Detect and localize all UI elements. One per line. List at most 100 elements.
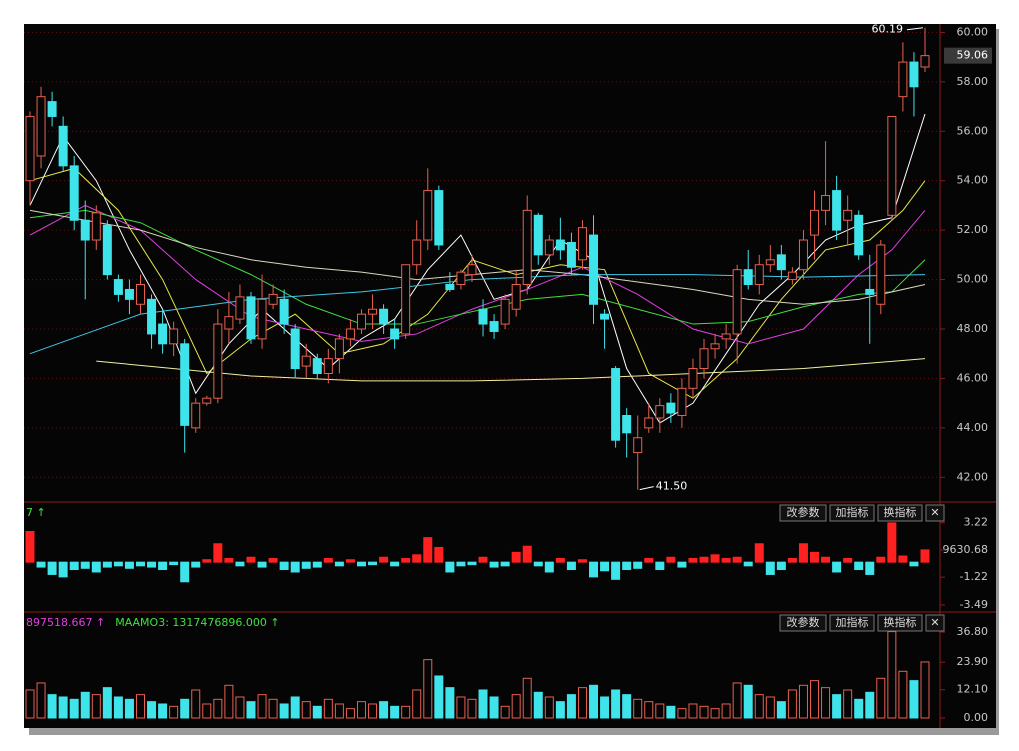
volume-bar	[345, 708, 355, 719]
indicator-button[interactable]	[779, 614, 827, 632]
indicator-button[interactable]	[925, 504, 945, 522]
volume-bar	[246, 701, 256, 719]
candle-body	[390, 328, 400, 340]
indicator-button-label[interactable]: 改参数	[787, 615, 820, 629]
indicator-bar	[113, 561, 123, 567]
indicator-button-label[interactable]: ✕	[930, 506, 939, 519]
volume-bar	[401, 705, 411, 719]
volume-bar	[688, 703, 698, 719]
indicator-button-label[interactable]: 换指标	[884, 505, 917, 519]
candle-body	[710, 343, 720, 350]
indicator-button[interactable]	[779, 504, 827, 522]
indicator-bar	[323, 557, 333, 563]
indicator-button-label[interactable]: 换指标	[884, 615, 917, 629]
volume-bar	[555, 701, 565, 719]
candle-body	[832, 190, 842, 231]
volume-bar	[699, 705, 709, 719]
indicator-button[interactable]	[877, 614, 923, 632]
indicator-bar	[710, 554, 720, 563]
indicator-button[interactable]	[829, 614, 875, 632]
indicator-bar	[533, 561, 543, 567]
indicator-button-label[interactable]: 改参数	[787, 505, 820, 519]
indicator-button-label[interactable]: 加指标	[836, 615, 869, 629]
candle-body	[279, 298, 289, 325]
volume-bar	[577, 687, 587, 719]
indicator-bar	[633, 561, 643, 569]
y-tick-label: 50.00	[957, 273, 989, 286]
indicator-bar	[810, 551, 820, 563]
volume-bar	[58, 696, 68, 719]
volume-bar	[666, 705, 676, 719]
candle-body	[798, 239, 808, 271]
indicator-button[interactable]	[925, 614, 945, 632]
indicator-bar	[522, 545, 532, 563]
candle-body	[169, 328, 179, 345]
indicator-bar	[356, 561, 366, 567]
indicator-bar	[390, 561, 400, 567]
volume-bar	[600, 696, 610, 719]
volume-bar	[721, 703, 731, 719]
y-tick-label: 46.00	[957, 371, 989, 384]
indicator-bar	[290, 561, 300, 573]
candle-body	[511, 284, 521, 310]
volume-bar	[743, 684, 753, 719]
indicator-bar	[765, 561, 775, 575]
candle-body	[401, 264, 411, 335]
candle-body	[533, 214, 543, 256]
volume-bar	[854, 698, 864, 719]
indicator-bar	[25, 530, 35, 563]
indicator-button[interactable]	[877, 504, 923, 522]
y-tick-label: 36.80	[957, 625, 989, 638]
volume-bar	[500, 705, 510, 719]
indicator-bar	[158, 561, 168, 571]
candle-body	[611, 368, 621, 441]
volume-bar	[290, 696, 300, 719]
indicator-button-label[interactable]: 加指标	[836, 505, 869, 519]
candle-body	[423, 190, 433, 241]
candle-body	[36, 96, 46, 157]
indicator-bar	[91, 561, 101, 573]
indicator-bar	[500, 561, 510, 567]
indicator-bar	[135, 561, 145, 567]
indicator-header: MAAMO3: 1317476896.000 ↑	[115, 616, 279, 629]
volume-bar	[180, 698, 190, 719]
candle-body	[843, 209, 853, 221]
indicator-bar	[36, 561, 46, 568]
indicator-bar	[743, 561, 753, 567]
volume-bar	[765, 696, 775, 719]
indicator-bar	[865, 561, 875, 575]
indicator-bar	[898, 555, 908, 563]
indicator-bar	[798, 543, 808, 563]
volume-bar	[456, 696, 466, 719]
indicator-bar	[600, 561, 610, 572]
volume-bar	[898, 670, 908, 719]
candle-body	[500, 298, 510, 325]
candle-body	[158, 323, 168, 345]
volume-bar	[710, 708, 720, 719]
indicator-bar	[147, 561, 157, 568]
volume-bar	[135, 694, 145, 719]
candle-body	[787, 271, 797, 281]
annotation-arrow	[906, 27, 924, 31]
last-price-box	[944, 47, 992, 64]
indicator-button-label[interactable]: ✕	[930, 616, 939, 629]
y-tick-label: 48.00	[957, 322, 989, 335]
annotation: 41.50	[656, 480, 688, 493]
indicator-button[interactable]	[829, 504, 875, 522]
indicator-bar	[699, 556, 709, 563]
indicator-bar	[511, 551, 521, 563]
candle-body	[102, 224, 112, 276]
candle-body	[555, 239, 565, 251]
indicator-header: 7 ↑	[26, 506, 46, 519]
indicator-bar	[666, 556, 676, 563]
y-tick-label: 52.00	[957, 223, 989, 236]
candle-body	[544, 239, 554, 256]
indicator-bar	[180, 561, 190, 583]
candle-body	[810, 209, 820, 236]
volume-bar	[301, 701, 311, 719]
indicator-bar	[832, 561, 842, 573]
volume-bar	[798, 684, 808, 719]
candle-body	[633, 437, 643, 454]
candle-body	[865, 288, 875, 295]
indicator-bar	[489, 561, 499, 568]
